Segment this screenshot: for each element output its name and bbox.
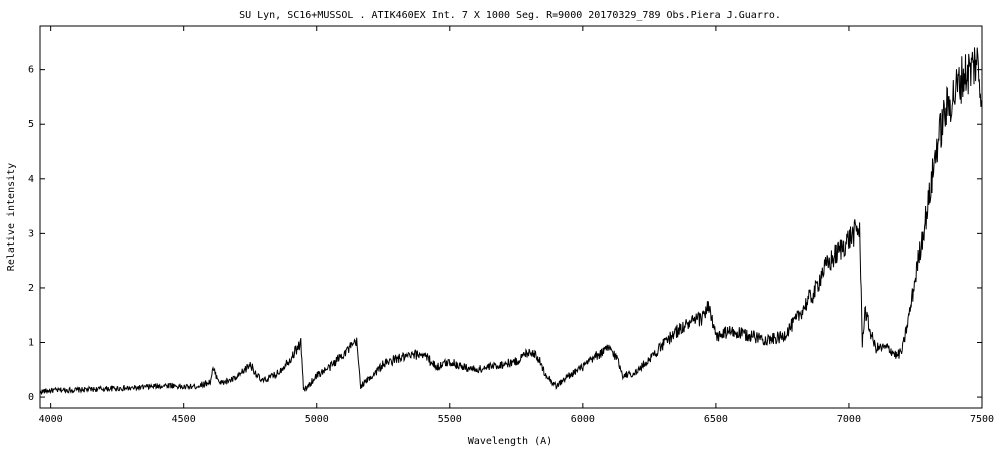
x-tick-label: 7000 (837, 414, 861, 425)
x-tick-label: 5000 (305, 414, 329, 425)
y-axis-ticks: 0 1 2 3 4 5 6 (28, 65, 982, 403)
y-tick-label: 3 (28, 228, 34, 239)
x-tick-label: 6000 (571, 414, 595, 425)
x-axis-ticks: 4000 4500 5000 5500 6000 6500 7000 7500 (39, 26, 994, 425)
chart-title: SU Lyn, SC16+MUSSOL . ATIK460EX Int. 7 X… (239, 10, 781, 21)
x-tick-label: 4500 (172, 414, 196, 425)
x-tick-label: 5500 (438, 414, 462, 425)
y-tick-label: 1 (28, 338, 34, 349)
series-line (39, 47, 983, 396)
y-tick-label: 6 (28, 65, 34, 76)
y-tick-label: 2 (28, 283, 34, 294)
x-tick-label: 4000 (39, 414, 63, 425)
y-tick-label: 5 (28, 119, 34, 130)
y-axis-label: Relative intensity (6, 163, 17, 271)
x-tick-label: 6500 (704, 414, 728, 425)
plot-frame (39, 25, 983, 409)
y-tick-label: 4 (28, 174, 34, 185)
y-tick-label: 0 (28, 392, 34, 403)
x-tick-label: 7500 (970, 414, 994, 425)
plot-area (39, 25, 983, 409)
x-axis-label: Wavelength (A) (468, 436, 552, 447)
